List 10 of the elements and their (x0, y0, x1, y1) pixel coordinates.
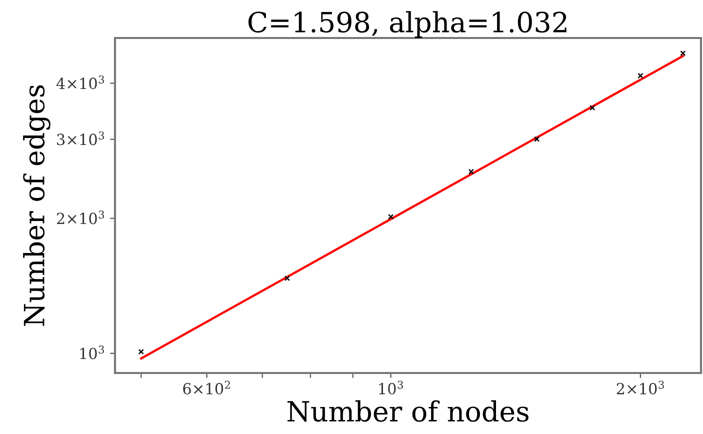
x-tick-label: 10$^{3}$ (379, 380, 403, 394)
y-axis-title: Number of edges (23, 85, 50, 326)
y-tick-label: 4×10$^{3}$ (56, 76, 104, 90)
x-tick-label: 2×10$^{3}$ (616, 380, 664, 394)
y-tick-label: 3×10$^{3}$ (57, 132, 104, 146)
y-tick-label: 10$^{3}$ (80, 346, 104, 360)
x-tick-label: 6×10$^{2}$ (183, 380, 230, 394)
x-axis-title: Number of nodes (287, 400, 528, 422)
y-tick-label: 2×10$^{3}$ (56, 210, 104, 224)
chart-title: C=1.598, alpha=1.032 (248, 11, 566, 38)
